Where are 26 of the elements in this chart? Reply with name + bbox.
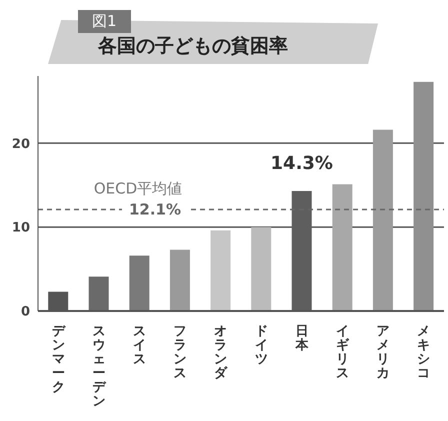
bar [88,276,109,311]
x-tick-label: 日本 [294,324,310,353]
bar [210,230,231,311]
bar [332,184,352,311]
y-tick-label: 10 [12,220,30,236]
chart-title: 各国の子どもの貧困率 [96,34,289,59]
x-tick-label: ドイツ [254,324,268,367]
x-tick-label: アメリカ [376,324,390,381]
ref-line-label: 12.1% [128,200,182,218]
annotation: OECD平均値 [94,179,182,198]
x-tick-label: オランダ [214,324,228,381]
x-tick-label: デンマーク [52,324,66,395]
x-tick-label: スイス [133,324,146,367]
y-tick-label: 0 [20,304,30,320]
bar [129,256,150,311]
bar [251,227,272,311]
bar [414,82,434,311]
y-tick-label: 20 [12,136,30,152]
x-tick-label: スウェーデン [92,324,106,409]
x-tick-label: メキシコ [417,324,430,381]
data-label: 14.3% [270,152,333,174]
bar [372,130,393,311]
x-tick-label: フランス [174,324,187,381]
bar [170,250,190,311]
figure-badge: 図1 [78,10,131,33]
x-tick-label: イギリス [336,324,350,381]
